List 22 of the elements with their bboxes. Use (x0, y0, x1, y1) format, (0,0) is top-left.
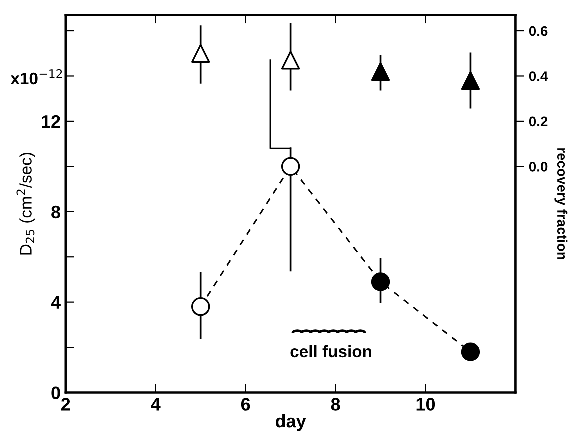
point (191, 44, 210, 63)
y-tick-label: 12 (42, 115, 60, 128)
y2-axis-title: recovery fraction (554, 148, 568, 260)
y-axis-title: D$_{25}$ (cm$^{2}$/sec) (16, 153, 36, 255)
y-tick-label: 4 (51, 296, 61, 309)
text: x10$^{−12}$ (10, 69, 62, 85)
x-tick-label: 10 (416, 398, 436, 411)
y2-tick-label: 0.2 (529, 116, 548, 127)
x-tick-label: 6 (241, 398, 250, 411)
y-tick-label: 8 (52, 206, 60, 219)
y2-tick-label: 0.4 (529, 72, 548, 82)
point (281, 51, 300, 70)
point (461, 71, 480, 90)
y2-tick-label: 0.6 (529, 26, 548, 36)
annotation: cell fusion (290, 345, 372, 358)
x-axis-title: day (276, 414, 306, 432)
x-tick-label: 2 (62, 398, 70, 411)
y-tick-label: 0 (52, 386, 60, 400)
point (371, 62, 390, 82)
y2-tick-label: 0.0 (529, 162, 548, 172)
x-tick-label: 4 (151, 398, 161, 411)
x-tick-label: 8 (331, 398, 340, 411)
